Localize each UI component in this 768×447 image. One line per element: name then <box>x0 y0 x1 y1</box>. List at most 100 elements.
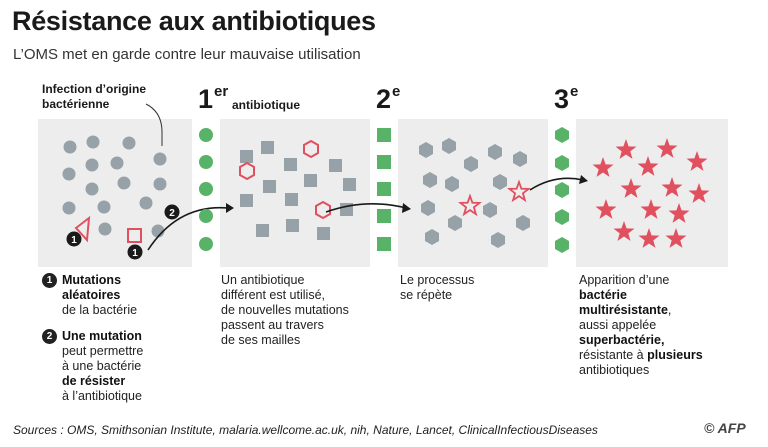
antibiotic-hexagon <box>555 182 569 198</box>
desc-step-1-line: de nouvelles mutations <box>221 303 349 317</box>
antibiotic-square <box>377 209 391 223</box>
antibiotic-circle <box>199 182 213 196</box>
desc-step-1-line: de ses mailles <box>221 333 301 347</box>
desc-step-1-line: passent au travers <box>221 318 324 332</box>
antibiotic-3-column <box>555 127 569 253</box>
bacterium-square <box>240 150 253 163</box>
bacterium-square <box>329 159 342 172</box>
bacterium <box>110 156 124 170</box>
antibiotic-circle <box>199 128 213 142</box>
bacterium <box>117 176 131 190</box>
antibiotic-square <box>377 155 391 169</box>
note-2-bold-b: de résister <box>62 374 126 388</box>
mutation-marker-1 <box>66 231 82 247</box>
bacterium-square <box>284 158 297 171</box>
page-subtitle: L’OMS met en garde contre leur mauvaise … <box>13 46 361 63</box>
bacterium-hexagon <box>493 174 507 190</box>
desc-step-3-bold: bactérie <box>579 288 627 302</box>
superbacterium-star <box>613 221 635 241</box>
note-single-mutation: 2 Une mutation peut permettre à une bact… <box>42 329 143 404</box>
step-3-digit: 3 <box>554 84 570 114</box>
step-2-digit: 2 <box>376 84 392 114</box>
mutation-marker-1b-text: 1 <box>132 248 138 259</box>
mutant-hexagons-step1 <box>239 139 331 220</box>
bacteria-group-initial <box>62 135 167 238</box>
bacterium-hexagon <box>488 144 502 160</box>
mutation-marker-2 <box>164 204 180 220</box>
antibiotic-square <box>377 237 391 251</box>
mutant-hexagon-outline <box>239 161 255 181</box>
bacterium <box>139 196 153 210</box>
desc-step-2: Le processus se répète <box>400 273 474 303</box>
page-title: Résistance aux antibiotiques <box>12 6 376 36</box>
note-1-bold-b: aléatoires <box>62 288 121 302</box>
step-1-digit: 1 <box>198 84 214 114</box>
note-1-marker: 1 <box>42 273 57 288</box>
arrow-2-head <box>402 203 411 213</box>
infection-label-line2: bactérienne <box>42 97 110 111</box>
bacterium-hexagon <box>491 232 505 248</box>
bacterium-square <box>256 224 269 237</box>
desc-step-3-line: antibiotiques <box>579 363 650 377</box>
antibiotic-2-column <box>377 128 391 251</box>
antibiotic-hexagon <box>555 127 569 143</box>
arrow-1 <box>147 206 229 251</box>
infection-label-line1: Infection d’origine <box>42 82 146 96</box>
step-1-label: antibiotique <box>232 98 300 112</box>
desc-step-1: Un antibiotique différent est utilisé, d… <box>221 273 349 348</box>
desc-step-2-line: se répète <box>400 288 453 302</box>
mutant-star-outline <box>506 179 532 203</box>
note-2-marker: 2 <box>42 329 57 344</box>
superbacterium-star <box>638 228 660 248</box>
superbacterium-star <box>592 157 614 177</box>
bacteria-group-step1 <box>240 141 356 240</box>
mutation-marker-1b <box>127 244 143 260</box>
panel-infection <box>38 119 192 267</box>
bacterium-square <box>263 180 276 193</box>
infection-label: Infection d’origine bactérienne <box>42 82 146 112</box>
bacterium-hexagon <box>516 215 530 231</box>
superbacterium-star <box>620 178 642 198</box>
superbacterium-star <box>595 199 617 219</box>
mutant-triangle-outline <box>74 215 91 243</box>
note-1-bold-a: Mutations <box>62 273 122 287</box>
sources-note: Sources : OMS, Smithsonian Institute, ma… <box>13 423 598 437</box>
mutant-hexagon-outline <box>315 200 331 220</box>
bacterium <box>86 135 100 149</box>
bacterium-hexagon <box>419 142 433 158</box>
antibiotic-circle <box>199 155 213 169</box>
step-2-number: 2e <box>376 84 400 114</box>
note-2-line-c: à l’antibiotique <box>62 389 142 403</box>
desc-step-1-line: différent est utilisé, <box>221 288 325 302</box>
bacterium-square <box>285 193 298 206</box>
antibiotic-square <box>377 128 391 142</box>
antibiotic-1-column <box>199 128 213 251</box>
step-1-number: 1er <box>198 84 228 114</box>
bacteria-group-step2 <box>419 138 530 248</box>
mutant-square-outline <box>127 228 142 243</box>
step-3-ordinal: e <box>570 83 579 100</box>
note-mutations: 1 Mutations aléatoires de la bactérie <box>42 273 137 318</box>
note-1-text: Mutations aléatoires de la bactérie <box>62 273 137 318</box>
superbacterium-star <box>665 228 687 248</box>
superbacterium-star <box>668 203 690 223</box>
bacterium-square <box>240 194 253 207</box>
note-2-text: Une mutation peut permettre à une bactér… <box>62 329 143 404</box>
desc-step-3-bold: superbactérie, <box>579 333 665 347</box>
desc-step-3-bold: plusieurs <box>647 348 703 362</box>
desc-step-3-punct: , <box>667 303 672 317</box>
afp-logo: © AFP <box>704 420 746 436</box>
bacterium <box>97 200 111 214</box>
superbacterium-star <box>661 177 683 197</box>
superbacterium-star <box>688 183 710 203</box>
arrow-3-head <box>579 175 588 184</box>
superbacterium-star <box>640 199 662 219</box>
mutant-stars-step2 <box>457 179 532 217</box>
mutation-marker-2-text: 2 <box>169 208 175 219</box>
note-2-line-a: peut permettre <box>62 344 144 358</box>
note-2-line-b: à une bactérie <box>62 359 142 373</box>
bacterium <box>63 140 77 154</box>
desc-step-1-line: Un antibiotique <box>221 273 305 287</box>
bacterium-square <box>304 174 317 187</box>
antibiotic-circle <box>199 209 213 223</box>
